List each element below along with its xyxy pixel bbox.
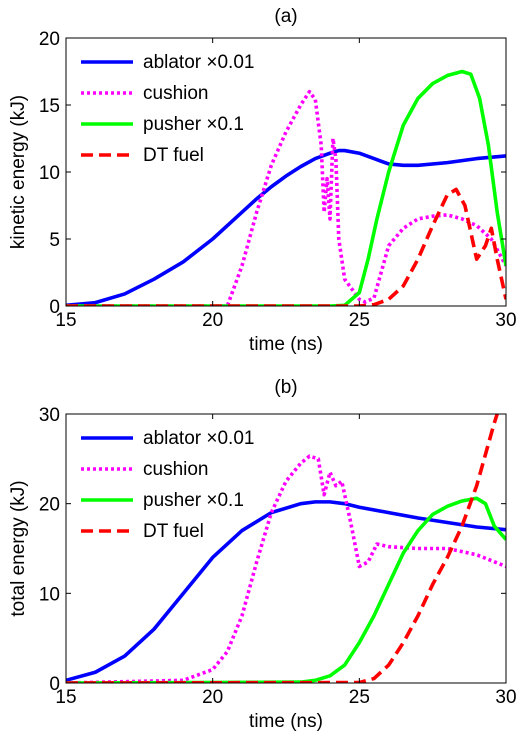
legend: ablator ×0.01 cushion pusher ×0.1 DT fuel <box>81 52 254 166</box>
x-axis-label: time (ns) <box>249 711 323 732</box>
y-tick-label: 20 <box>39 495 60 516</box>
y-tick-label: 10 <box>39 163 60 184</box>
legend-label: DT fuel <box>143 145 204 166</box>
legend-label: pusher ×0.1 <box>143 490 244 511</box>
x-tick-label: 15 <box>55 310 76 331</box>
panel-label: (a) <box>274 6 297 27</box>
y-axis-label: total energy (kJ) <box>8 480 29 616</box>
series-line-dt <box>66 414 499 683</box>
panel-b: (b) 15 20 25 30 0 10 20 30 time (ns) total energy … <box>8 377 517 732</box>
axes-frame <box>65 413 507 684</box>
y-axis-label: kinetic energy (kJ) <box>8 95 29 249</box>
x-tick-label: 25 <box>349 310 370 331</box>
series-line-ablator <box>66 148 506 306</box>
y-tick-label: 5 <box>49 230 60 251</box>
y-tick-label: 10 <box>39 584 60 605</box>
legend-label: cushion <box>143 83 209 104</box>
y-tick-label: 0 <box>49 674 60 695</box>
x-tick-label: 30 <box>495 687 516 708</box>
y-tick-label: 20 <box>39 29 60 50</box>
legend-label: DT fuel <box>143 521 204 542</box>
legend-label: ablator ×0.01 <box>143 428 254 449</box>
x-tick-label: 25 <box>349 687 370 708</box>
series-line-ablator <box>66 500 506 683</box>
x-tick-label: 30 <box>495 310 516 331</box>
legend: ablator ×0.01 cushion pusher ×0.1 DT fuel <box>81 428 254 542</box>
y-tick-label: 15 <box>39 96 60 117</box>
series-line-dt <box>66 187 506 306</box>
y-tick-label: 0 <box>49 297 60 318</box>
series-line-pusher <box>66 69 506 306</box>
legend-label: ablator ×0.01 <box>143 52 254 73</box>
x-axis-label: time (ns) <box>249 334 323 355</box>
panel-a: (a) 15 20 25 30 0 5 10 15 20 time (ns) kinetic ener… <box>8 6 517 355</box>
y-tick-label: 30 <box>39 405 60 426</box>
x-tick-label: 15 <box>55 687 76 708</box>
x-tick-label: 20 <box>202 310 223 331</box>
panel-label: (b) <box>274 377 297 398</box>
legend-label: cushion <box>143 459 209 480</box>
series-line-cushion <box>66 454 506 683</box>
x-tick-label: 20 <box>202 687 223 708</box>
legend-label: pusher ×0.1 <box>143 114 244 135</box>
series-line-pusher <box>66 496 506 683</box>
